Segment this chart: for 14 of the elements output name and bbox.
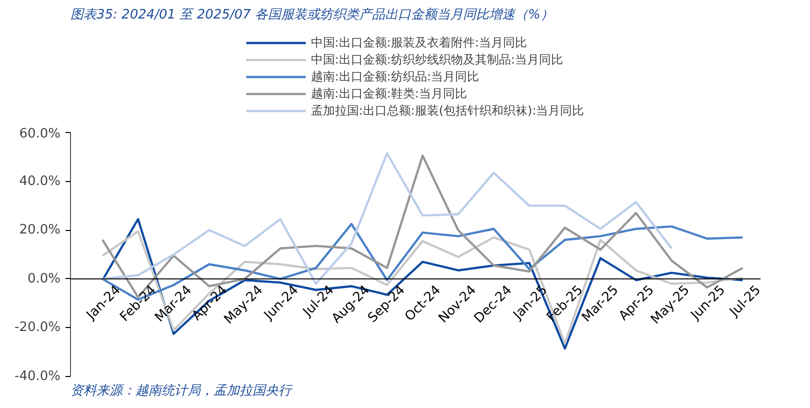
legend-label: 中国:出口金额:服装及衣着附件:当月同比: [310, 34, 527, 51]
legend-label: 越南:出口金额:纺织品:当月同比: [310, 68, 479, 85]
legend-label: 中国:出口金额:纺织纱线织物及其制品:当月同比: [310, 51, 563, 68]
legend-label: 越南:出口金额:鞋类:当月同比: [310, 85, 467, 102]
text: 资料来源：越南统计局，孟加拉国央行: [70, 384, 294, 398]
y-tick-label: 40.0%: [19, 174, 61, 189]
y-tick-label: -40.0%: [14, 369, 61, 384]
y-tick-label: -20.0%: [14, 320, 61, 336]
y-tick-label: 60.0%: [19, 126, 61, 142]
y-tick-label: 0.0%: [27, 271, 61, 286]
line-series: [101, 152, 673, 285]
legend-label: 孟加拉国:出口总额:服装(包括针织和织袜):当月同比: [310, 102, 584, 119]
chart-title: 图表35: 2024/01 至 2025/07 各国服装或纺织类产品出口金额当月同比增速（%）: [70, 8, 554, 22]
y-tick-label: 20.0%: [19, 222, 61, 238]
